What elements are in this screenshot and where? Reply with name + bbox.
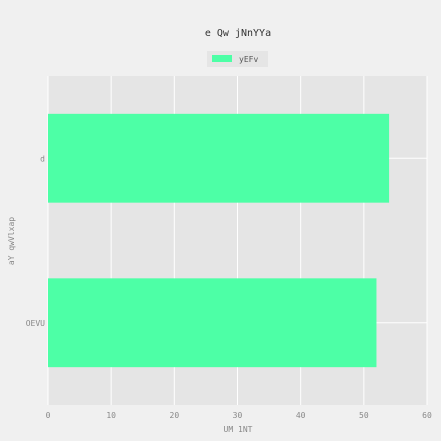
bars — [48, 113, 390, 368]
x-tick-label: 30 — [233, 411, 243, 420]
chart-title: e Qw jNnYYa — [205, 28, 271, 39]
y-tick-label: d — [40, 154, 45, 163]
bar-oevu — [48, 278, 377, 368]
bar-d — [48, 113, 390, 203]
y-axis-label: aY qwVlxap — [7, 217, 16, 265]
x-tick-label: 50 — [359, 411, 369, 420]
x-tick-label: 40 — [296, 411, 306, 420]
legend-swatch — [212, 55, 232, 62]
x-tick-label: 60 — [422, 411, 432, 420]
legend: yEFv — [207, 51, 268, 67]
x-tick-labels: 0 10 20 30 40 50 60 — [46, 411, 432, 420]
x-tick-label: 20 — [170, 411, 180, 420]
x-tick-label: 10 — [106, 411, 116, 420]
y-tick-labels: d OEVU — [26, 154, 45, 328]
x-axis-label: UM 1NT — [224, 425, 253, 434]
legend-label: yEFv — [239, 55, 258, 64]
x-tick-label: 0 — [46, 411, 51, 420]
y-tick-label: OEVU — [26, 319, 45, 328]
